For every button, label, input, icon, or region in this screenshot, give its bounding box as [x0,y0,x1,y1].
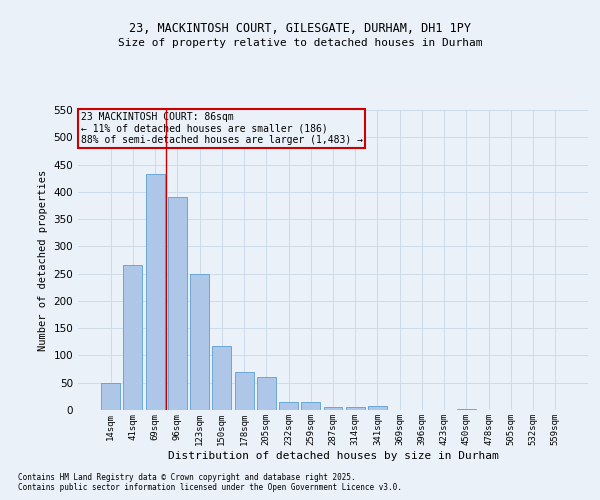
Bar [279,402,298,410]
Bar [368,406,387,410]
Bar [235,372,254,410]
Text: Contains public sector information licensed under the Open Government Licence v3: Contains public sector information licen… [18,483,402,492]
Bar [146,174,164,410]
Bar [101,382,120,410]
Bar [301,402,320,410]
Bar [257,378,276,410]
Bar [212,346,231,410]
Bar [190,274,209,410]
Bar [457,409,476,410]
Text: Contains HM Land Registry data © Crown copyright and database right 2025.: Contains HM Land Registry data © Crown c… [18,473,356,482]
Text: 23 MACKINTOSH COURT: 86sqm
← 11% of detached houses are smaller (186)
88% of sem: 23 MACKINTOSH COURT: 86sqm ← 11% of deta… [80,112,362,144]
Y-axis label: Number of detached properties: Number of detached properties [38,170,48,350]
Bar [346,408,365,410]
Bar [124,266,142,410]
Text: Size of property relative to detached houses in Durham: Size of property relative to detached ho… [118,38,482,48]
Text: 23, MACKINTOSH COURT, GILESGATE, DURHAM, DH1 1PY: 23, MACKINTOSH COURT, GILESGATE, DURHAM,… [129,22,471,36]
X-axis label: Distribution of detached houses by size in Durham: Distribution of detached houses by size … [167,450,499,460]
Bar [168,198,187,410]
Bar [323,406,343,410]
